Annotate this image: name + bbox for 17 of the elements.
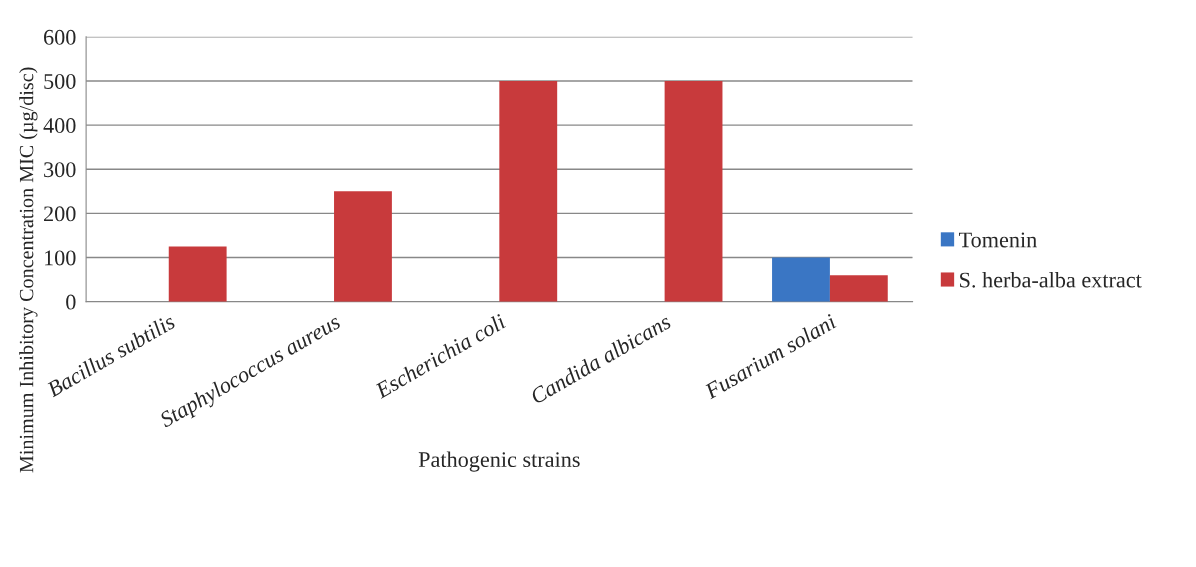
y-axis-title: Minimum Inhibitory Concentration MIC (µg/disc) [19, 67, 38, 473]
y-tick-label: 500 [44, 73, 76, 89]
bar [772, 257, 830, 302]
x-axis-title: Pathogenic strains [418, 451, 580, 472]
y-tick-label: 300 [44, 162, 76, 178]
bar [334, 191, 392, 302]
legend-label: S. herba-alba extract [960, 271, 1142, 288]
y-tick-label: 200 [44, 206, 76, 222]
bar [829, 275, 888, 302]
y-tick-label: 400 [43, 118, 76, 134]
legend-label: Tomenin [958, 232, 1037, 248]
bar [664, 80, 723, 302]
y-tick-label: 600 [44, 29, 76, 45]
bar [168, 246, 227, 302]
y-tick-label: 100 [45, 250, 76, 266]
y-tick-label: 0 [66, 294, 76, 310]
bar [499, 80, 558, 302]
